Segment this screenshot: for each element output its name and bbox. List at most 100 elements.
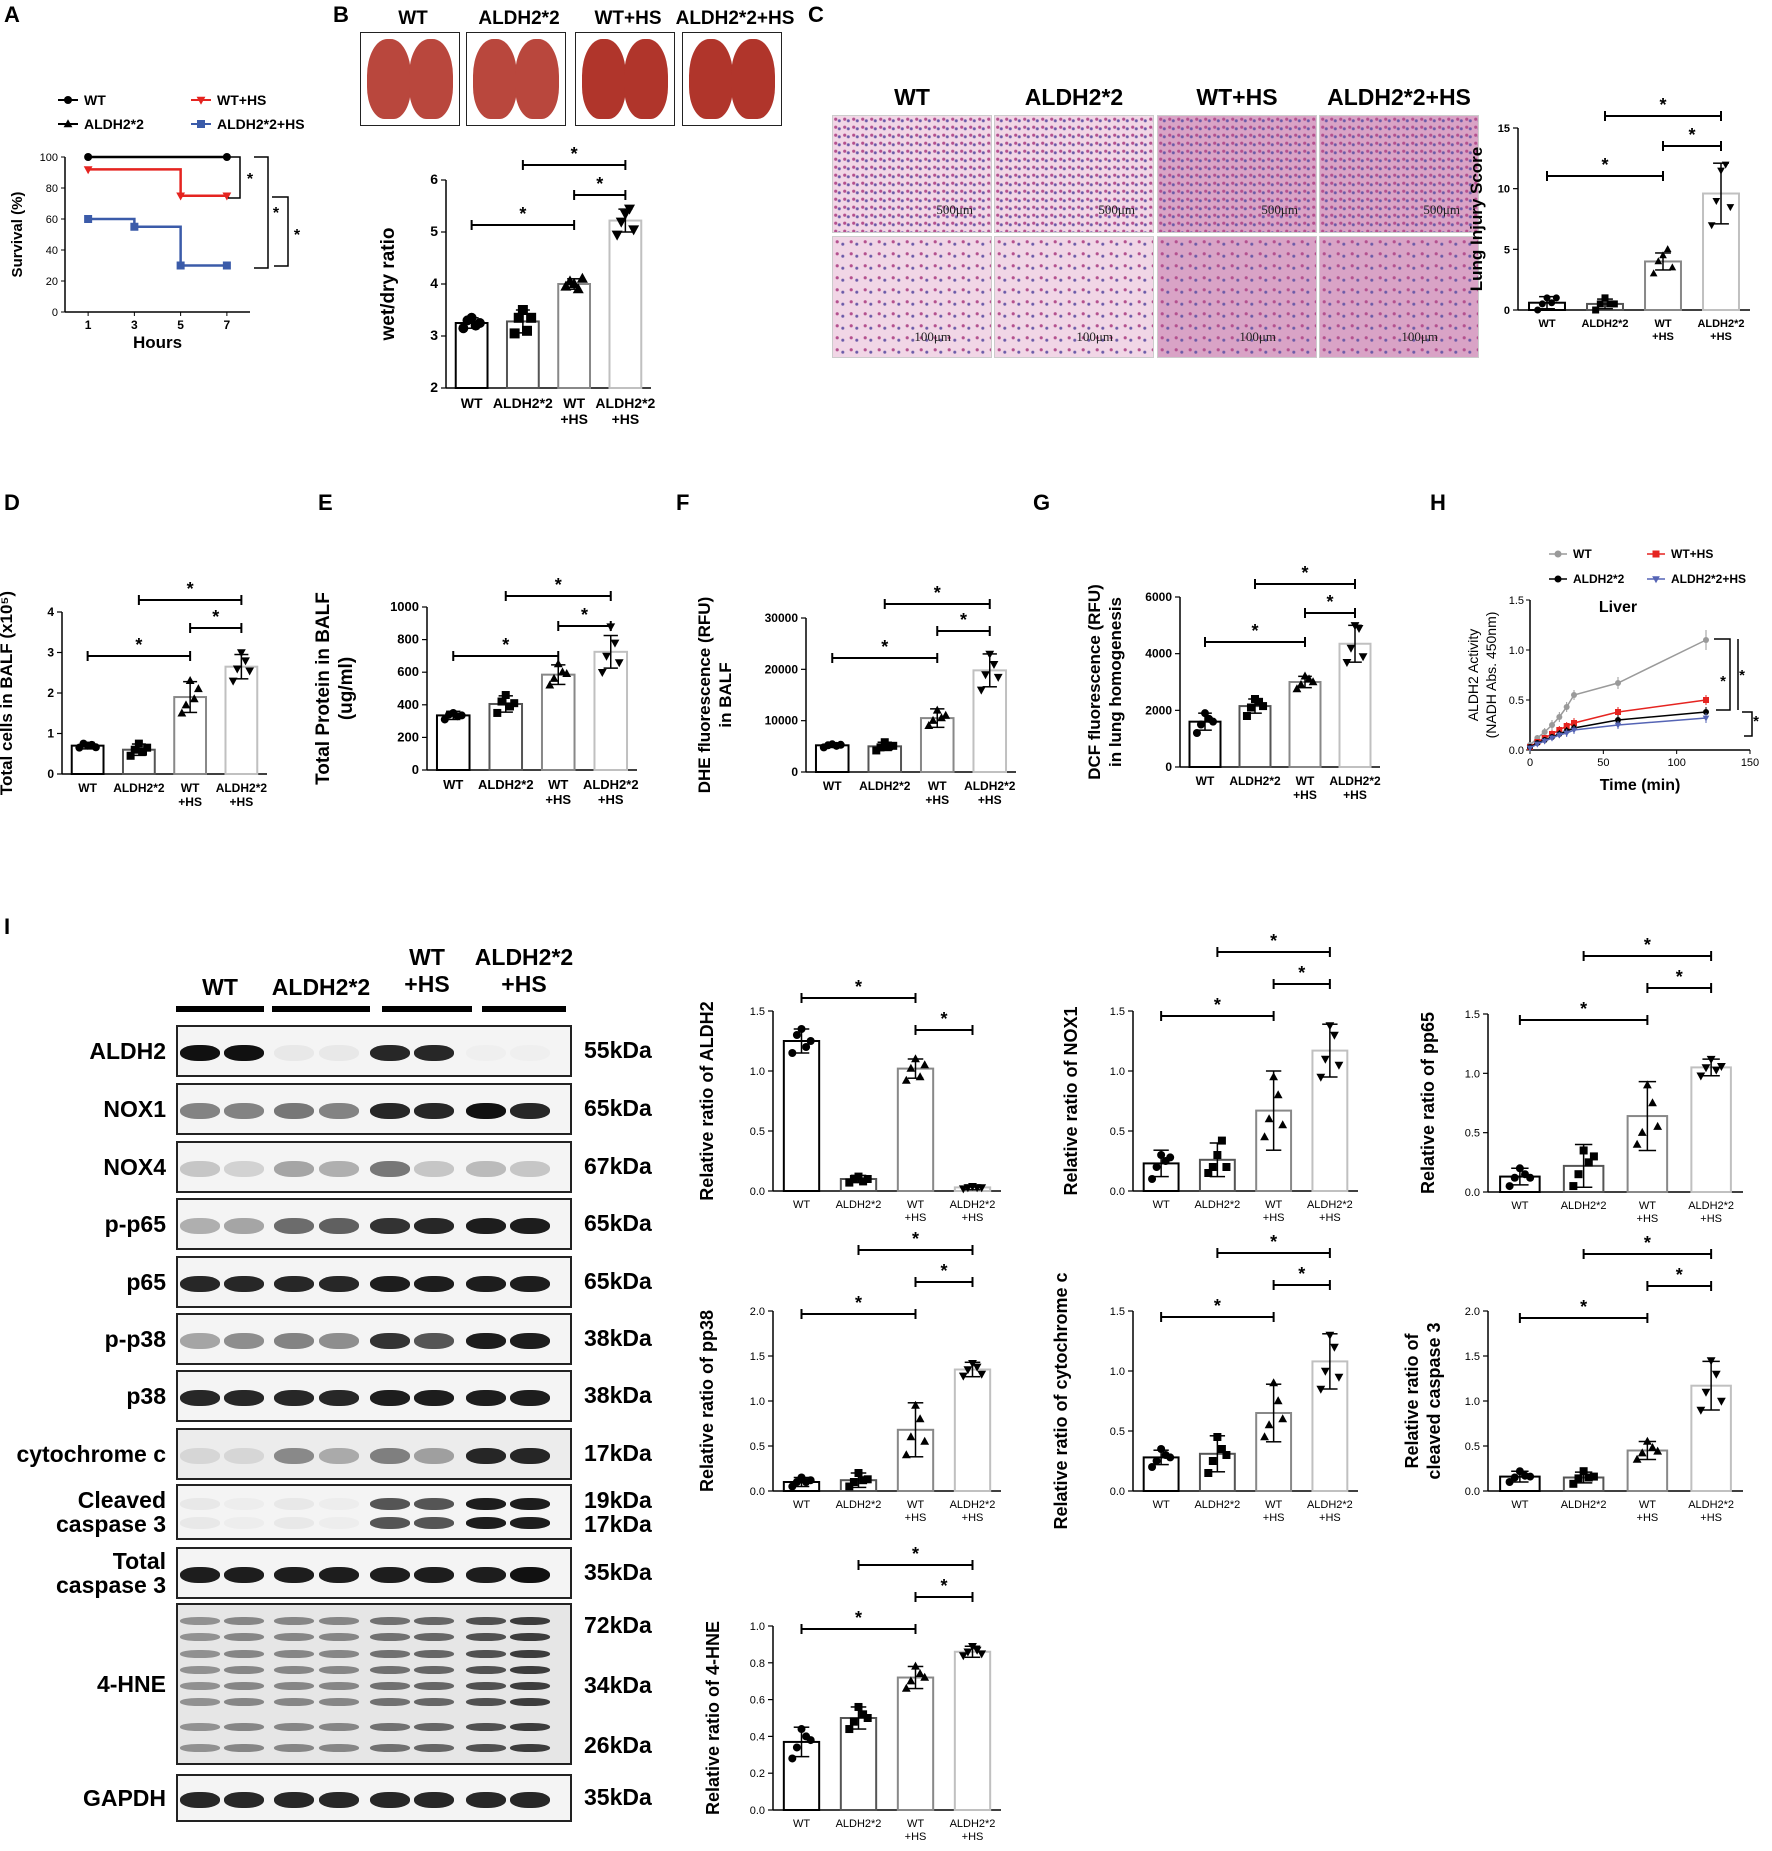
y-tick-label: 1.5 bbox=[750, 1006, 765, 1018]
blot-band bbox=[466, 1516, 506, 1529]
activity-point bbox=[1556, 732, 1563, 739]
significance-star: * bbox=[940, 1009, 947, 1029]
data-point bbox=[526, 312, 537, 323]
significance-star: * bbox=[940, 1261, 947, 1281]
x-tick-label: ALDH2*2 bbox=[493, 395, 553, 411]
data-point bbox=[1515, 1164, 1524, 1173]
blot-band bbox=[466, 1649, 506, 1658]
blot-protein-label: Cleaved bbox=[77, 1487, 166, 1513]
data-point bbox=[1354, 624, 1364, 633]
lane-group-bar bbox=[176, 1006, 264, 1012]
data-point bbox=[854, 1702, 863, 1711]
bar bbox=[1702, 192, 1740, 312]
data-point bbox=[985, 650, 995, 659]
y-tick-label: 10 bbox=[1498, 184, 1510, 196]
data-point bbox=[797, 1025, 806, 1033]
data-point bbox=[958, 1372, 968, 1381]
significance-star: * bbox=[502, 635, 509, 655]
y-tick-label: 1.5 bbox=[1110, 1306, 1125, 1318]
significance-star: * bbox=[1753, 713, 1759, 730]
blot-protein-label: cytochrome c bbox=[16, 1441, 166, 1467]
blot-band bbox=[370, 1218, 410, 1234]
blot-band bbox=[370, 1333, 410, 1349]
data-point bbox=[1346, 644, 1356, 653]
significance-star: * bbox=[855, 1293, 862, 1313]
photo-group-label: ALDH2*2 bbox=[478, 8, 560, 29]
chart-H: 0.0 0.5 1.0 1.5 0 50 100 150 ALDH2 Activity (NADH… bbox=[1465, 547, 1759, 794]
x-tick-label: WT bbox=[1538, 318, 1555, 330]
blot-band bbox=[319, 1390, 359, 1406]
y-tick-label: 0.5 bbox=[750, 1126, 765, 1138]
data-point bbox=[915, 1414, 925, 1423]
blot-strip bbox=[176, 1141, 572, 1193]
data-point bbox=[493, 708, 502, 717]
blot-band bbox=[180, 1161, 220, 1177]
survival-point bbox=[84, 153, 93, 161]
significance-star: * bbox=[1644, 1233, 1651, 1253]
blot-band bbox=[510, 1390, 550, 1406]
blot-band bbox=[274, 1161, 314, 1177]
data-point bbox=[1213, 1151, 1222, 1159]
data-point bbox=[1192, 729, 1201, 737]
blot-band bbox=[466, 1698, 506, 1707]
histology-group-label: ALDH2*2+HS bbox=[1327, 84, 1471, 110]
y-tick-label: 0.0 bbox=[1110, 1486, 1125, 1498]
data-point bbox=[1260, 1132, 1269, 1141]
significance-star: * bbox=[519, 204, 526, 224]
blot-band bbox=[466, 1567, 506, 1583]
data-point bbox=[977, 1370, 987, 1379]
lung-photo bbox=[575, 32, 675, 126]
data-point bbox=[1330, 1343, 1339, 1352]
blot-protein-label: GAPDH bbox=[82, 1785, 166, 1811]
data-point bbox=[458, 323, 469, 334]
blot-band bbox=[274, 1276, 314, 1292]
legend-marker bbox=[197, 120, 205, 128]
data-point bbox=[792, 1031, 801, 1039]
y-tick-label: 0.4 bbox=[750, 1731, 765, 1743]
data-point bbox=[1320, 1055, 1330, 1064]
data-point bbox=[981, 671, 990, 680]
significance-star: * bbox=[187, 579, 194, 599]
data-point bbox=[863, 1475, 872, 1484]
x-tick-label: WT bbox=[928, 779, 947, 793]
data-point bbox=[1325, 1022, 1335, 1031]
data-point bbox=[139, 747, 148, 756]
y-tick-label: 800 bbox=[397, 632, 419, 647]
data-point bbox=[1264, 1114, 1274, 1123]
data-point bbox=[1642, 1436, 1652, 1445]
data-point bbox=[513, 312, 524, 323]
blot-band bbox=[224, 1448, 264, 1464]
data-point bbox=[1579, 1146, 1588, 1155]
significance-star: * bbox=[555, 575, 562, 595]
blot-protein-label: p65 bbox=[126, 1269, 166, 1295]
blot-band bbox=[180, 1497, 220, 1510]
scale-bar-label: 500μm bbox=[1261, 202, 1298, 217]
significance-star: * bbox=[596, 174, 603, 194]
blot-protein-label: p-p38 bbox=[104, 1326, 166, 1352]
data-point bbox=[859, 1177, 868, 1186]
blot-band bbox=[414, 1448, 454, 1464]
blot-band bbox=[180, 1448, 220, 1464]
activity-point bbox=[1534, 741, 1541, 748]
y-tick-label: 0.5 bbox=[750, 1441, 765, 1453]
y-tick-label: 1.0 bbox=[750, 1396, 765, 1408]
blot-band bbox=[414, 1617, 454, 1626]
data-point bbox=[989, 661, 999, 669]
blot-band bbox=[510, 1743, 550, 1752]
chart-F: 0 10000 20000 30000 DHE fluorescence (RFU) in… bbox=[695, 583, 1016, 807]
data-point bbox=[1209, 717, 1218, 726]
molecular-weight-label: 17kDa bbox=[584, 1511, 652, 1537]
data-point bbox=[619, 209, 631, 220]
activity-point bbox=[1548, 735, 1556, 742]
x-tick-label: ALDH2*2 bbox=[1229, 774, 1281, 788]
data-point bbox=[1574, 1170, 1583, 1179]
x-tick-label: WT bbox=[1511, 1499, 1528, 1511]
significance-bracket bbox=[1714, 638, 1731, 711]
data-point bbox=[466, 312, 477, 323]
y-axis-label: wet/dry ratio bbox=[378, 228, 399, 342]
data-point bbox=[1632, 1454, 1642, 1463]
x-tick-label: WT bbox=[78, 781, 97, 795]
blot-band bbox=[510, 1665, 550, 1674]
data-point bbox=[474, 318, 485, 328]
